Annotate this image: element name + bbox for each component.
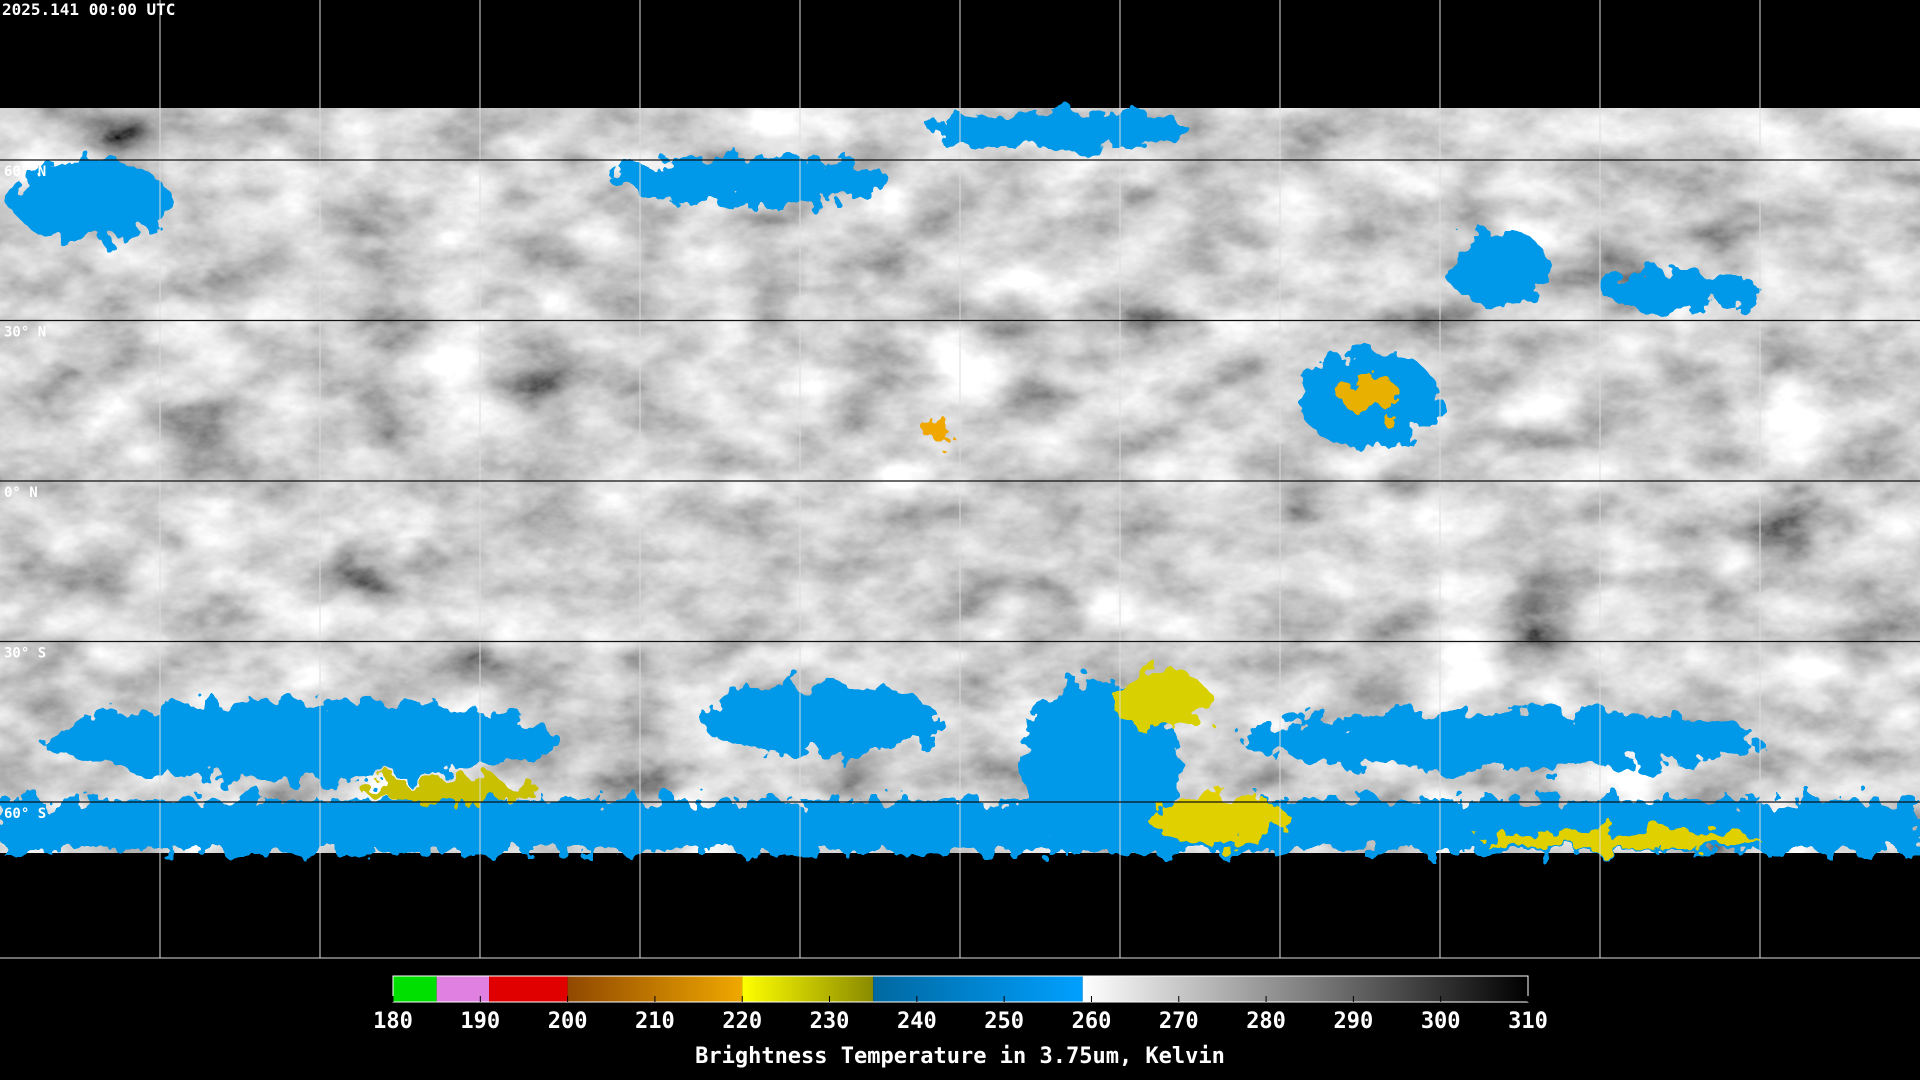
cloud-blob: [610, 155, 890, 205]
colorbar-segment: [742, 976, 874, 1002]
cloud-blob: [700, 685, 940, 755]
cloud-blob: [1340, 375, 1400, 415]
colorbar-tick-label: 260: [1072, 1009, 1112, 1034]
latitude-label: 60° S: [4, 806, 46, 822]
colorbar-frame: [392, 975, 1529, 1003]
colorbar-tick-label: 210: [635, 1009, 675, 1034]
cloud-blob: [1240, 710, 1760, 770]
colorbar-tick-label: 240: [897, 1009, 937, 1034]
timestamp: 2025.141 00:00 UTC: [2, 0, 175, 19]
colorbar-tick-label: 230: [810, 1009, 850, 1034]
colorbar-segment: [489, 976, 568, 1002]
colorbar-tick-label: 200: [548, 1009, 588, 1034]
colorbar-tick-label: 220: [722, 1009, 762, 1034]
cloud-blob: [1150, 795, 1290, 845]
latitude-label: 30° S: [4, 646, 46, 662]
cloud-blob: [930, 110, 1190, 150]
colorbar-tick-label: 190: [460, 1009, 500, 1034]
colorbar-tick-label: 180: [373, 1009, 413, 1034]
latitude-label: 30° N: [4, 325, 46, 341]
colorbar-title: Brightness Temperature in 3.75um, Kelvin: [695, 1044, 1225, 1069]
cloud-blob: [1600, 270, 1760, 310]
cloud-blob: [1450, 230, 1550, 310]
colorbar: 180 190 200 210 220 230 240 250 260 270 280 290 300 3…: [373, 975, 1548, 1034]
colorbar-tick-label: 270: [1159, 1009, 1199, 1034]
colorbar-tick-label: 300: [1421, 1009, 1461, 1034]
colorbar-segment: [436, 976, 490, 1002]
colorbar-segment: [393, 976, 437, 1002]
latitude-grid: 60° N 30° N 0° N 30° S 60° S: [0, 159, 1920, 822]
cloud-blob: [1110, 670, 1210, 730]
cold-cloud-areas: [0, 110, 1920, 852]
cloud-blob: [40, 700, 560, 780]
cloud-blob: [1480, 830, 1760, 850]
colorbar-tick-label: 310: [1508, 1009, 1548, 1034]
colorbar-tick-label: 280: [1246, 1009, 1286, 1034]
colorbar-segment: [1082, 976, 1528, 1002]
colorbar-segment: [873, 976, 1083, 1002]
colorbar-tick-label: 250: [984, 1009, 1024, 1034]
cloud-blob: [360, 778, 540, 802]
latitude-label: 0° N: [4, 485, 38, 501]
colorbar-tick-label: 290: [1334, 1009, 1374, 1034]
cloud-blob: [10, 160, 170, 240]
cloud-blob: [925, 420, 955, 444]
latitude-label: 60° N: [4, 164, 46, 180]
